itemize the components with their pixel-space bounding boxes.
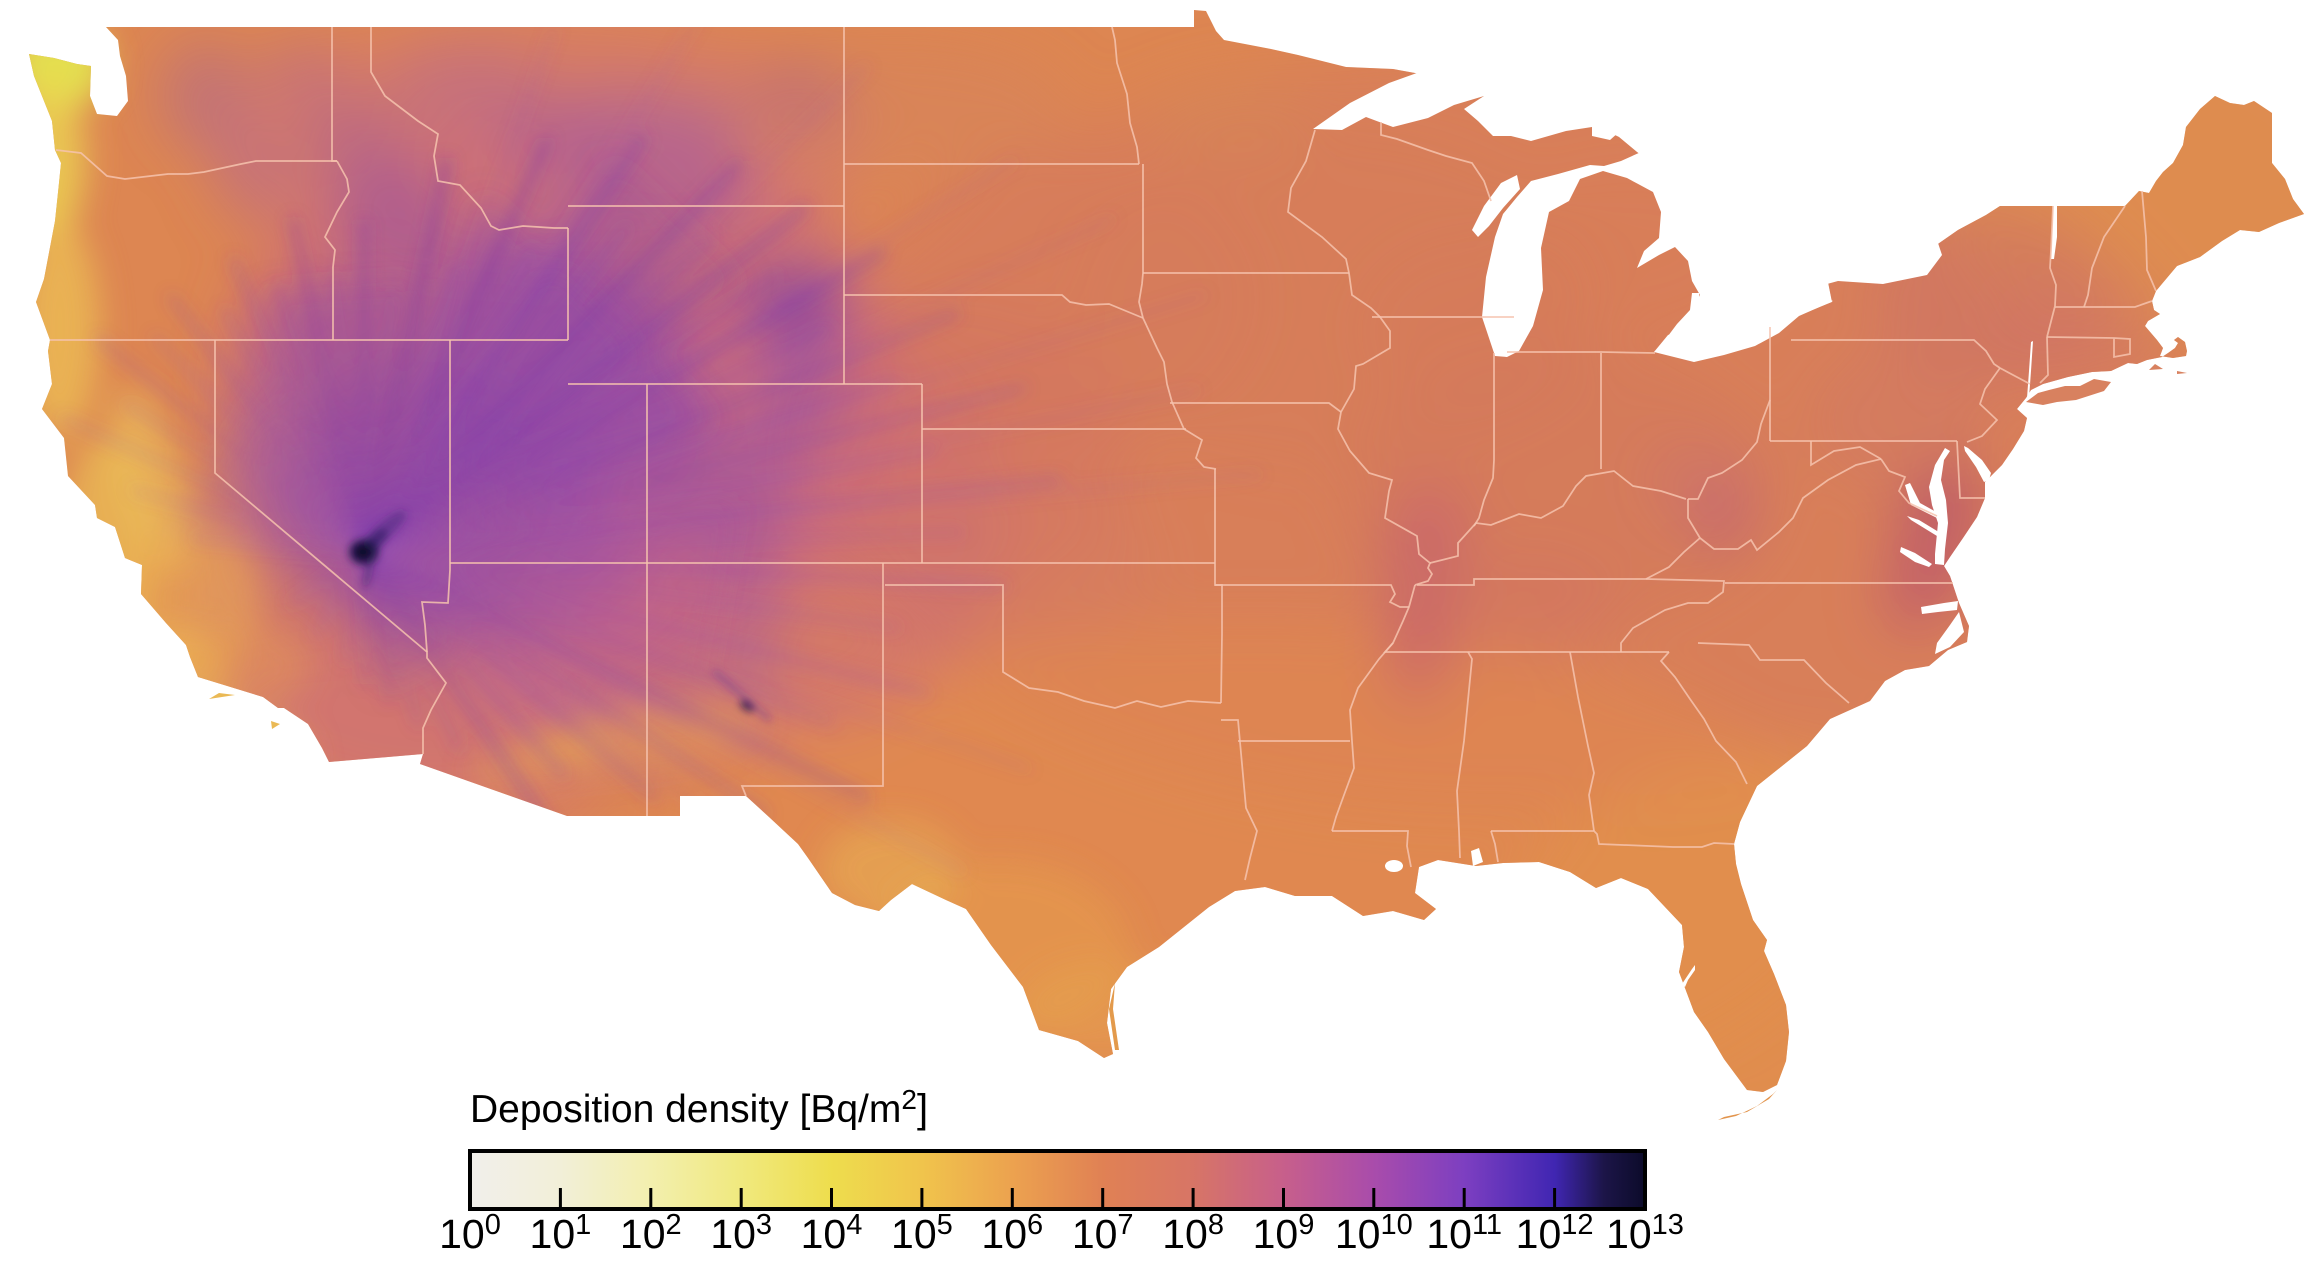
svg-text:1013: 1013 xyxy=(1606,1209,1684,1257)
svg-text:Deposition density [Bq/m2]: Deposition density [Bq/m2] xyxy=(470,1084,928,1131)
